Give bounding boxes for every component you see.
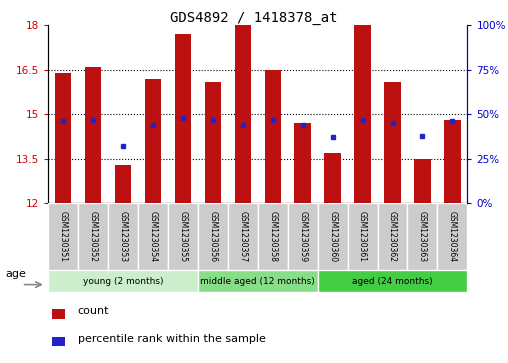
Text: GSM1230358: GSM1230358 xyxy=(268,211,277,262)
Bar xyxy=(52,309,65,319)
Bar xyxy=(347,203,377,270)
Text: age: age xyxy=(5,269,26,279)
Text: GSM1230353: GSM1230353 xyxy=(118,211,128,262)
Bar xyxy=(175,34,191,203)
Bar xyxy=(288,203,318,270)
Bar xyxy=(258,203,288,270)
Bar xyxy=(228,203,258,270)
Bar xyxy=(414,159,431,203)
Bar xyxy=(205,82,221,203)
Bar xyxy=(437,203,467,270)
Bar xyxy=(168,203,198,270)
Text: GSM1230351: GSM1230351 xyxy=(59,211,68,262)
Bar xyxy=(78,203,108,270)
Text: GSM1230362: GSM1230362 xyxy=(388,211,397,262)
Bar xyxy=(265,70,281,203)
Bar xyxy=(138,203,168,270)
Text: middle aged (12 months): middle aged (12 months) xyxy=(201,277,315,286)
Bar xyxy=(145,79,161,203)
Text: GSM1230357: GSM1230357 xyxy=(238,211,247,262)
Bar xyxy=(318,270,467,292)
Bar xyxy=(407,203,437,270)
Text: GSM1230360: GSM1230360 xyxy=(328,211,337,262)
Text: GSM1230356: GSM1230356 xyxy=(208,211,217,262)
Bar xyxy=(355,25,371,203)
Text: GDS4892 / 1418378_at: GDS4892 / 1418378_at xyxy=(170,11,338,25)
Bar xyxy=(318,203,347,270)
Text: count: count xyxy=(78,306,109,316)
Bar xyxy=(377,203,407,270)
Text: GSM1230361: GSM1230361 xyxy=(358,211,367,262)
Text: GSM1230364: GSM1230364 xyxy=(448,211,457,262)
Bar xyxy=(85,67,102,203)
Bar xyxy=(384,82,401,203)
Bar xyxy=(48,203,78,270)
Text: percentile rank within the sample: percentile rank within the sample xyxy=(78,334,266,344)
Text: GSM1230354: GSM1230354 xyxy=(148,211,157,262)
Bar xyxy=(48,270,198,292)
Text: GSM1230363: GSM1230363 xyxy=(418,211,427,262)
Bar xyxy=(198,203,228,270)
Bar xyxy=(115,165,132,203)
Bar xyxy=(52,337,65,346)
Bar xyxy=(235,25,251,203)
Bar xyxy=(444,120,461,203)
Text: GSM1230352: GSM1230352 xyxy=(89,211,98,262)
Bar xyxy=(295,123,311,203)
Bar xyxy=(198,270,318,292)
Text: aged (24 months): aged (24 months) xyxy=(352,277,433,286)
Text: young (2 months): young (2 months) xyxy=(83,277,164,286)
Bar xyxy=(325,153,341,203)
Bar xyxy=(108,203,138,270)
Text: GSM1230355: GSM1230355 xyxy=(178,211,187,262)
Text: GSM1230359: GSM1230359 xyxy=(298,211,307,262)
Bar xyxy=(55,73,72,203)
